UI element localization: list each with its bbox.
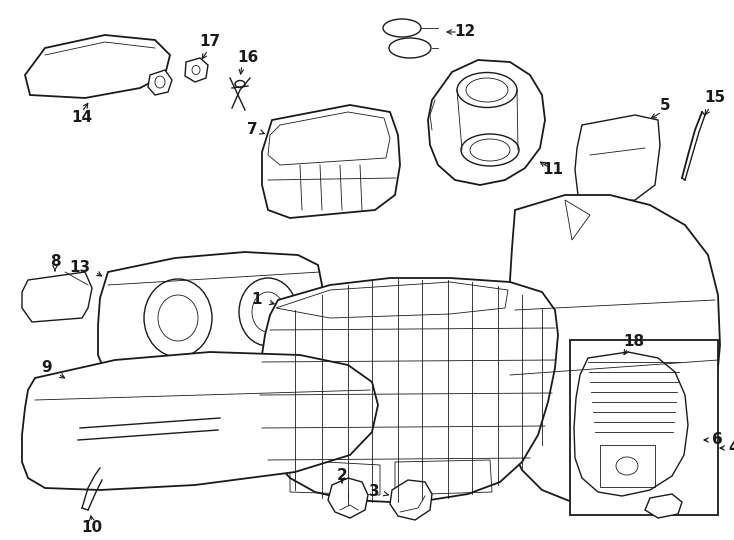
Polygon shape [22,352,378,490]
Text: 14: 14 [71,111,92,125]
Text: 10: 10 [81,521,103,536]
Polygon shape [670,427,698,454]
Text: 3: 3 [369,484,380,500]
Text: 9: 9 [41,361,52,375]
Polygon shape [574,352,688,496]
Ellipse shape [461,134,519,166]
Polygon shape [185,58,208,82]
Text: 16: 16 [237,50,258,64]
Polygon shape [328,478,368,518]
Ellipse shape [389,38,431,58]
Polygon shape [506,195,720,505]
Text: 18: 18 [623,334,644,349]
Text: 5: 5 [660,98,670,112]
Ellipse shape [470,139,510,161]
Bar [570,340,718,515]
Ellipse shape [457,72,517,107]
Text: 7: 7 [247,123,258,138]
Polygon shape [98,252,322,382]
Polygon shape [575,115,660,205]
Ellipse shape [383,19,421,37]
Polygon shape [25,35,170,98]
Ellipse shape [252,292,284,332]
Text: 1: 1 [252,293,262,307]
Polygon shape [258,278,558,502]
Polygon shape [645,494,682,518]
Text: 17: 17 [200,35,220,50]
Polygon shape [390,480,432,520]
Ellipse shape [239,278,297,346]
Text: 15: 15 [705,90,726,105]
Text: 4: 4 [728,441,734,456]
Polygon shape [262,105,400,218]
Polygon shape [22,272,92,322]
Polygon shape [428,60,545,185]
Text: 12: 12 [454,24,476,39]
Ellipse shape [144,279,212,357]
Ellipse shape [158,295,198,341]
Polygon shape [148,70,172,95]
Ellipse shape [466,78,508,102]
Text: 11: 11 [542,163,564,178]
Text: 6: 6 [712,433,723,448]
Text: 2: 2 [337,468,347,483]
Bar [600,445,655,487]
Text: 13: 13 [69,260,90,275]
Polygon shape [565,200,590,240]
Text: 8: 8 [50,254,60,269]
